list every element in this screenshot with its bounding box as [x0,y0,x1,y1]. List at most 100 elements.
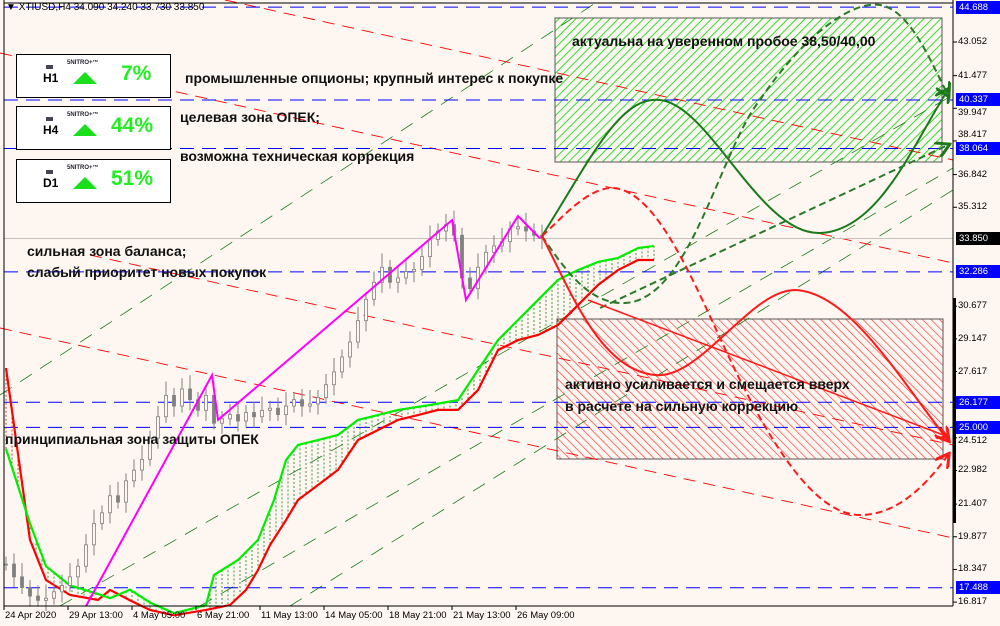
candle-body [12,563,16,578]
candle-body [292,399,296,407]
candle-body [180,388,184,407]
channel-lines [0,0,954,607]
annotation-green-zone: актуальна на уверенном пробое 38,50/40,0… [572,33,876,49]
brand-label: 5NITRO+™ [67,112,99,118]
candle-body [100,512,104,524]
price-tick: 43.052 [958,36,988,47]
arrow-up-icon [73,72,97,84]
candle-body [188,388,192,401]
channel-line[interactable] [59,94,954,607]
candle-body [140,459,144,471]
brand-label: 5NITRO+™ [67,60,99,66]
candle-body [228,414,232,420]
candle-body [156,416,160,439]
bear-forecast-dashed[interactable] [541,186,948,517]
zone-rectangles [554,17,944,460]
candle-body [76,565,80,578]
channel-line[interactable] [199,167,954,607]
candle-body [276,407,280,416]
scrollbar[interactable] [953,298,956,523]
level-price-label: 26.177 [956,395,1000,409]
price-tick: 30.677 [958,300,988,312]
nitro-panel-h4: H4 5NITRO+™ 44% [16,106,171,150]
candle-body [516,226,520,230]
candle-body [316,397,320,405]
candle-body [172,394,176,407]
axes [3,0,957,610]
bear-forecast-line[interactable] [587,299,946,436]
candle-body [28,587,32,597]
candle-body [340,356,344,373]
candle-body [284,405,288,416]
annotation-balance-1: сильная зона баланса; [27,243,187,259]
candle-body [420,256,424,270]
price-tick: 38.417 [958,128,988,140]
price-tick: 22.982 [958,464,988,476]
time-tick: 24 Apr 2020 [5,610,57,621]
price-tick: 16.817 [958,596,988,608]
candle-body [4,563,8,566]
zigzag-line[interactable] [85,214,541,607]
bearish-zone[interactable] [556,318,944,460]
candle-body [220,418,224,424]
dropdown-icon[interactable]: ▼ [6,2,16,13]
nitro-panel-h1: H1 5NITRO+™ 7% [16,54,171,98]
annotation-balance-2: слабый приоритет новых покупок [27,264,267,280]
candle-body [356,320,360,343]
candle-body [204,394,208,411]
candle-body [380,266,384,283]
trend-line[interactable] [0,327,954,539]
arrow-up-icon [73,177,97,189]
annotation-defense: принципиальная зона защиты ОПЕК [5,431,259,447]
arrow-up-icon [73,124,97,136]
time-tick: 18 May 21:00 [389,610,447,621]
timeframe-label: H1 [43,71,59,85]
annotation-target: целевая зона ОПЕК; [180,109,320,125]
candle-body [84,544,88,567]
chart-title: ▼ XTIUSD,H4 34.090 34.240 33.730 33.850 [6,2,204,13]
candle-body [404,271,408,279]
timeframe-label: D1 [43,176,59,190]
price-tick: 41.477 [958,69,988,81]
bear-forecast-solid[interactable] [541,235,948,440]
percent-value: 44% [111,114,154,137]
candle-body [372,281,376,300]
level-price-label: 32.286 [956,265,1000,279]
candle-body [260,409,264,418]
span-a-line[interactable] [4,244,655,615]
timeframe-label: H4 [43,123,59,137]
trend-line[interactable] [89,254,954,446]
candle-body [492,245,496,253]
candle-body [244,412,248,422]
level-price-label: 38.064 [956,141,1000,155]
annotation-correction: возможна техническая коррекция [180,148,415,164]
ohlc-values: 34.090 34.240 33.730 33.850 [73,2,205,13]
brand-label: 5NITRO+™ [67,165,99,171]
candle-body [236,414,240,422]
candle-body [308,403,312,407]
bull-forecast-solid[interactable] [541,90,948,237]
candle-body [116,495,120,503]
time-tick: 4 May 05:00 [133,610,186,621]
level-price-label: 17.488 [956,581,1000,595]
bull-forecast-line[interactable] [599,145,948,309]
candle-body [44,597,48,601]
price-tick: 39.947 [958,107,988,119]
price-tick: 18.347 [958,563,988,575]
candle-body [20,576,24,588]
candle-body [68,576,72,586]
price-tick: 36.842 [958,168,988,180]
price-tick: 24.512 [958,434,988,446]
price-tick: 27.617 [958,365,988,377]
trend-line[interactable] [224,0,954,161]
channel-line[interactable] [289,189,954,607]
time-tick: 26 May 09:00 [517,610,575,621]
candle-body [108,495,112,514]
candle-body [164,394,168,418]
candle-body [36,595,40,601]
candle-body [124,480,128,503]
level-price-label: 25.000 [956,420,1000,434]
bull-forecast-dashed[interactable] [541,3,948,305]
